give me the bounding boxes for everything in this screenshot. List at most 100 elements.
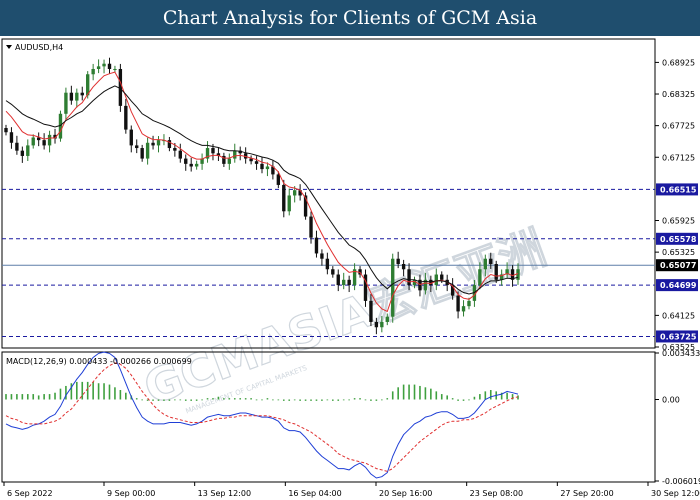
candle-body — [194, 163, 199, 167]
macd-histogram-bar — [92, 381, 94, 400]
macd-histogram-bar — [152, 399, 154, 401]
candle-body — [391, 258, 395, 317]
macd-histogram-bar — [266, 398, 269, 400]
price-axis: 0.68925 0.68325 0.67725 0.67125 0.65925 0.653… — [655, 58, 695, 352]
price-tick-label: 0.65925 — [662, 217, 695, 226]
candle-body — [53, 134, 57, 139]
macd-label: MACD(12,26,9) 0.000433 -0.000266 0.00069… — [6, 357, 192, 366]
macd-histogram-bar — [375, 399, 378, 401]
candle-body — [450, 285, 455, 296]
macd-histogram-bar — [217, 396, 220, 400]
macd-histogram-bar — [424, 387, 427, 400]
level-price-tag-label: 0.64699 — [660, 281, 697, 290]
candle-body — [456, 295, 460, 312]
candle-body — [380, 321, 384, 328]
macd-histogram-bar — [500, 392, 503, 400]
watermark-text: GCMASIA宏汇亚洲 — [137, 220, 553, 415]
macd-histogram-bar — [457, 399, 459, 401]
macd-histogram-bar — [174, 399, 176, 401]
macd-histogram-bar — [81, 381, 84, 400]
macd-histogram-bar — [364, 399, 367, 401]
macd-histogram-bar — [386, 398, 389, 400]
macd-histogram-bar — [337, 399, 340, 401]
candle-body — [86, 74, 90, 96]
time-tick-label: 13 Sep 12:00 — [198, 489, 251, 498]
macd-histogram-bar — [59, 388, 62, 400]
candle-body — [173, 148, 177, 151]
candle-body — [282, 184, 286, 212]
chart-canvas: GCMASIA宏汇亚洲 MANAGEMENT OF CAPITAL MARKET… — [1, 38, 700, 498]
macd-histogram-bar — [440, 394, 443, 400]
macd-histogram-bar — [468, 399, 470, 401]
macd-histogram-bar — [250, 398, 252, 400]
candle-body — [140, 148, 144, 159]
macd-histogram-bar — [489, 390, 492, 400]
dropdown-triangle-icon[interactable] — [6, 45, 12, 49]
macd-histogram-bar — [359, 398, 361, 400]
candle-body — [135, 145, 139, 149]
macd-axis: 0.003433 0.00 -0.006019 — [655, 349, 700, 486]
candle-body — [227, 158, 232, 164]
macd-histogram-bar — [397, 387, 399, 400]
time-tick-label: 30 Sep 12:00 — [651, 489, 700, 498]
macd-histogram-bar — [146, 399, 149, 401]
macd-histogram-bar — [195, 399, 198, 401]
macd-panel[interactable] — [1, 351, 656, 483]
candle-body — [216, 153, 221, 156]
macd-histogram-bar — [413, 384, 416, 400]
candle-body — [15, 142, 19, 151]
macd-histogram-bar — [125, 392, 127, 400]
macd-histogram-bar — [293, 399, 296, 401]
macd-histogram-bar — [135, 398, 138, 400]
price-tick-label: 0.67725 — [662, 122, 695, 131]
macd-histogram-bar — [228, 398, 231, 400]
macd-histogram-bar — [484, 391, 487, 400]
candle-body — [418, 279, 422, 291]
candle-body — [434, 274, 438, 286]
candle-body — [483, 258, 488, 270]
level-price-tag — [656, 330, 698, 343]
candle-body — [440, 274, 444, 280]
macd-line — [5, 351, 519, 479]
macd-histogram-bar — [353, 398, 356, 400]
level-price-tag — [656, 279, 698, 292]
macd-histogram-bar — [26, 394, 29, 400]
candle-body — [238, 150, 242, 154]
time-tick-label: 9 Sep 00:00 — [107, 489, 155, 498]
macd-histogram-bar — [255, 399, 258, 401]
macd-histogram-bar — [206, 398, 209, 400]
price-tick-label: 0.68925 — [662, 58, 695, 67]
macd-histogram-bar — [332, 399, 334, 401]
candle-body — [249, 158, 253, 162]
candle-body — [151, 142, 155, 146]
candle-body — [129, 129, 133, 146]
price-panel[interactable] — [1, 38, 656, 349]
macd-histogram-bar — [184, 399, 187, 401]
symbol-label: AUDUSD,H4 — [15, 43, 63, 52]
candle-body — [205, 148, 210, 159]
macd-histogram-bar — [310, 399, 312, 401]
candle-body — [401, 263, 406, 270]
macd-histogram-bar — [244, 398, 247, 400]
time-tick-label: 16 Sep 04:00 — [288, 489, 341, 498]
candle-body — [107, 63, 112, 69]
candle-body — [499, 274, 504, 280]
candle-body — [265, 166, 270, 170]
candle-body — [429, 279, 433, 286]
candle-body — [298, 190, 302, 196]
candle-body — [331, 269, 335, 275]
macd-histogram-bar — [321, 399, 323, 401]
candle-body — [20, 150, 25, 156]
candlestick-series — [4, 57, 520, 335]
candle-body — [233, 150, 237, 159]
price-tick-label: 0.68325 — [662, 90, 695, 99]
candle-body — [69, 92, 74, 101]
macd-histogram-bar — [315, 399, 318, 401]
macd-histogram-bar — [451, 398, 454, 400]
time-tick-label: 27 Sep 20:00 — [560, 489, 613, 498]
candle-body — [4, 128, 8, 133]
candle-body — [423, 279, 428, 291]
macd-histogram-bar — [163, 399, 165, 401]
candle-body — [292, 190, 297, 196]
candle-body — [243, 153, 248, 159]
